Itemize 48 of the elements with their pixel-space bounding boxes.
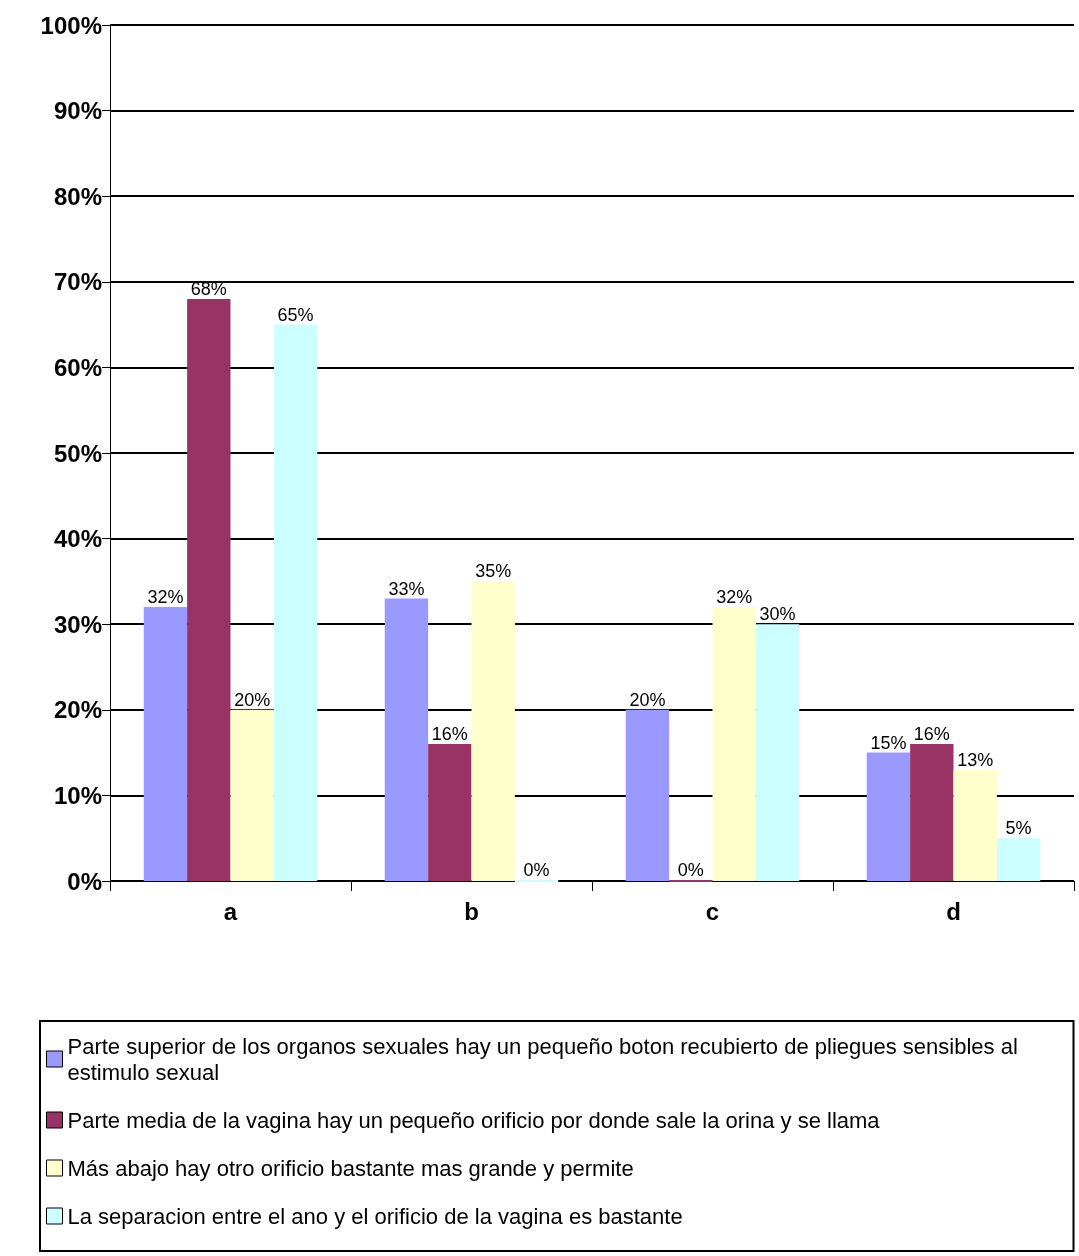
- bar: [910, 744, 954, 881]
- data-label: 0%: [677, 860, 704, 880]
- legend-label: La separacion entre el ano y el orificio de la vagina es bastante: [67, 1203, 683, 1229]
- data-label: 20%: [234, 689, 271, 710]
- legend-label: Parte media de la vagina hay un pequeño orificio por donde sale la orina y se llama: [67, 1107, 881, 1133]
- legend-label: Más abajo hay otro orificio bastante mas grande y permite: [67, 1155, 634, 1181]
- bar: [143, 607, 188, 881]
- data-label: 30%: [759, 604, 796, 625]
- data-label: 35%: [475, 561, 512, 582]
- y-tick-label: 40%: [53, 525, 102, 553]
- bar: [866, 752, 911, 881]
- data-label: 5%: [1005, 818, 1032, 839]
- data-label: 16%: [913, 724, 950, 745]
- bar: [230, 709, 274, 881]
- x-tick-label: a: [223, 897, 238, 925]
- data-label: 33%: [388, 578, 425, 599]
- bar: [953, 769, 997, 881]
- x-tick-label: d: [946, 897, 961, 925]
- data-label: 65%: [277, 304, 314, 325]
- data-label: 13%: [957, 749, 994, 770]
- bar: [625, 709, 670, 881]
- bar: [428, 744, 472, 881]
- y-tick-label: 30%: [53, 610, 102, 638]
- data-label: 0%: [523, 860, 550, 880]
- y-tick-label: 80%: [53, 182, 102, 210]
- y-tick-label: 60%: [53, 353, 102, 381]
- y-tick-label: 50%: [53, 439, 102, 467]
- bar: [471, 581, 515, 881]
- data-label: 32%: [716, 587, 753, 608]
- bar: [273, 324, 318, 881]
- y-tick-label: 70%: [53, 268, 102, 296]
- legend-label: Parte superior de los organos sexuales hay un pequeño boton recubierto de pliegues sensibles al estimulo sexual: [67, 1033, 1024, 1085]
- bar: [187, 298, 231, 881]
- data-label: 32%: [147, 587, 184, 608]
- bar: [755, 624, 800, 881]
- bar: [384, 598, 429, 881]
- data-label: 16%: [431, 724, 468, 745]
- y-tick-label: 100%: [40, 11, 102, 39]
- y-tick-label: 10%: [53, 781, 102, 809]
- data-label: 15%: [870, 732, 907, 753]
- y-tick-label: 90%: [53, 97, 102, 125]
- x-tick-label: b: [464, 897, 479, 925]
- data-label: 20%: [629, 689, 666, 710]
- y-tick-label: 0%: [67, 867, 102, 895]
- bar: [712, 607, 756, 881]
- bar: [996, 838, 1041, 881]
- x-tick-label: c: [705, 897, 720, 925]
- y-tick-label: 20%: [53, 696, 102, 724]
